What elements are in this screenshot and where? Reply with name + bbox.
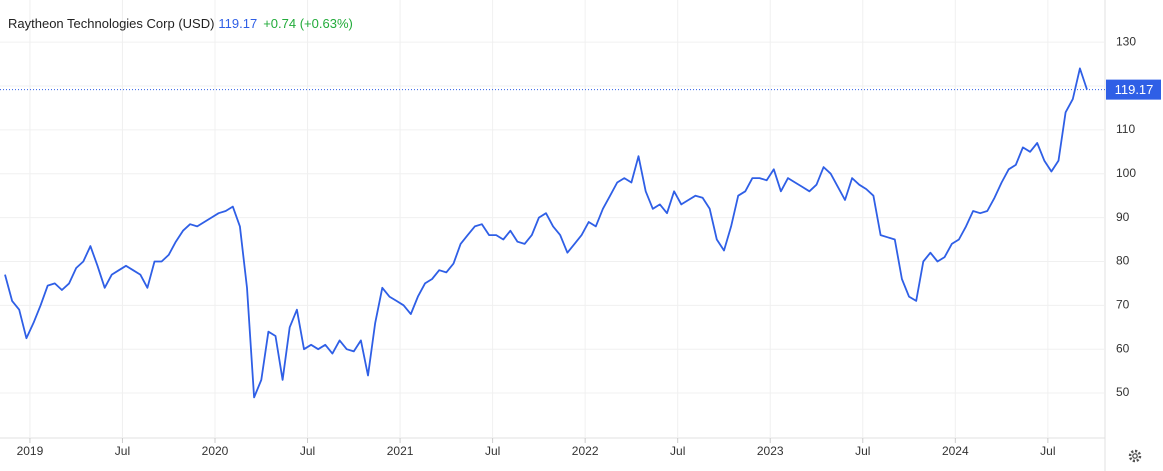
settings-icon[interactable]	[1128, 449, 1142, 463]
header: Raytheon Technologies Corp (USD) 119.17 +0…	[8, 16, 353, 31]
x-tick-label: Jul	[670, 444, 685, 458]
y-tick-label: 90	[1116, 210, 1130, 224]
price: 119.17	[218, 16, 258, 31]
y-tick-label: 60	[1116, 341, 1130, 355]
x-tick-label: Jul	[115, 444, 130, 458]
x-tick-label: Jul	[1040, 444, 1055, 458]
x-tick-label: 2021	[387, 444, 414, 458]
y-tick-label: 80	[1116, 254, 1130, 268]
price-line	[4, 67, 1088, 399]
x-tick-label: 2023	[757, 444, 784, 458]
last-value-box	[1106, 79, 1161, 100]
y-tick-label: 110	[1116, 122, 1135, 136]
y-tick-label: 130	[1116, 34, 1136, 48]
x-tick-label: Jul	[300, 444, 315, 458]
y-tick-label: 70	[1116, 297, 1130, 311]
gear-teeth	[1128, 449, 1142, 463]
gear-hub	[1132, 453, 1138, 459]
y-tick-label: 100	[1116, 166, 1136, 180]
x-tick-label: 2019	[17, 444, 44, 458]
x-tick-label: Jul	[855, 444, 870, 458]
x-tick-label: 2020	[202, 444, 229, 458]
x-tick-label: Jul	[485, 444, 500, 458]
x-tick-label: 2022	[572, 444, 599, 458]
grid	[0, 0, 1105, 438]
last-value-label: 119.17	[1115, 82, 1154, 97]
chart-title: Raytheon Technologies Corp (USD)	[8, 16, 215, 31]
x-tick-label: 2024	[942, 444, 969, 458]
change: +0.74 (+0.63%)	[263, 16, 353, 31]
y-tick-label: 50	[1116, 385, 1130, 399]
